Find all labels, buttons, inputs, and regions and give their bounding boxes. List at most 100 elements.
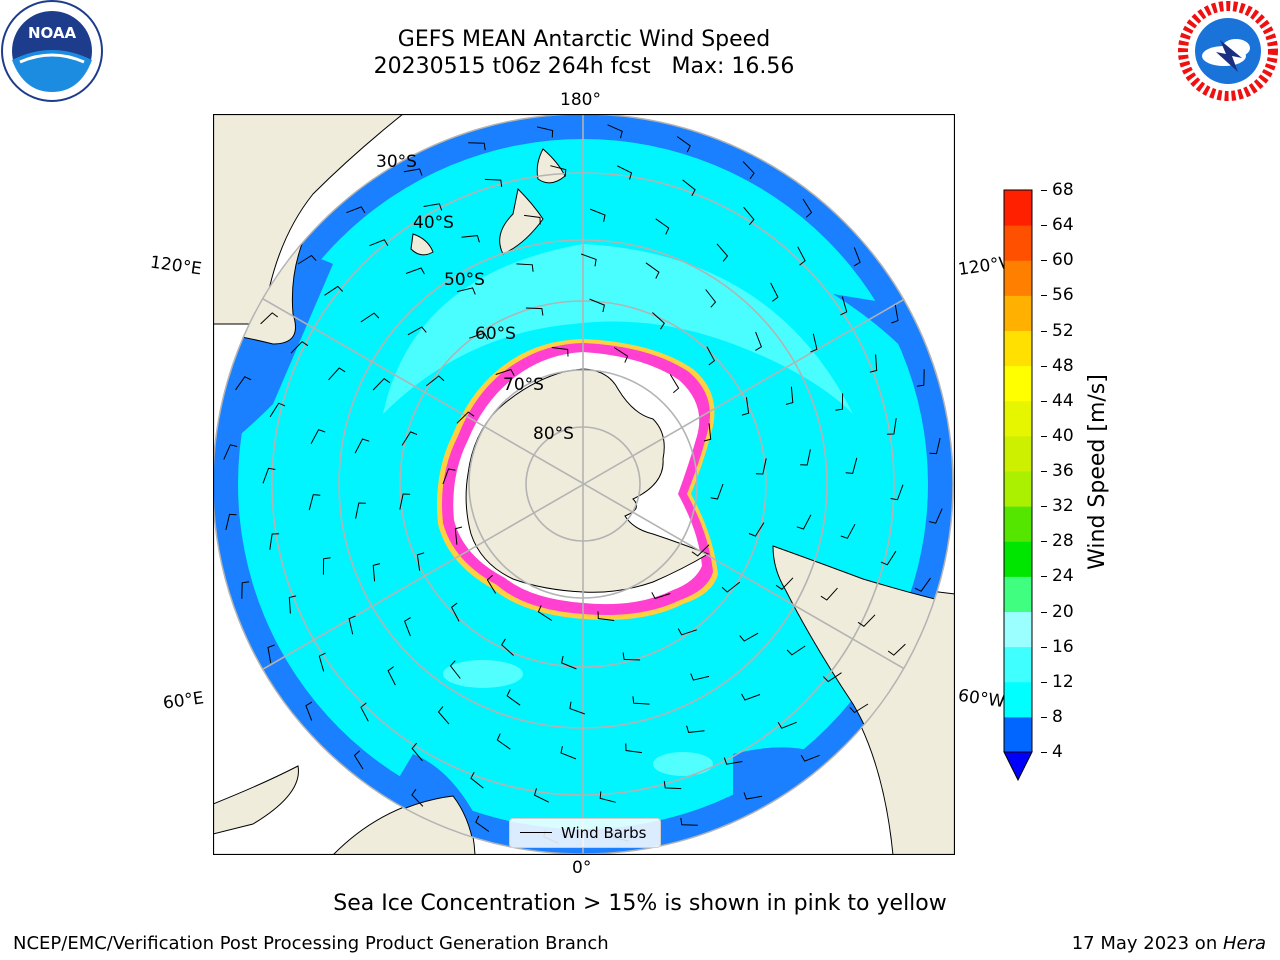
wind-barb — [716, 243, 729, 262]
wind-barb — [328, 367, 346, 381]
wind-barb — [290, 341, 309, 354]
wind-barb — [741, 693, 761, 701]
lon-label-60e: 60°E — [161, 688, 206, 714]
polar-map — [212, 113, 956, 856]
sea-ice-note: Sea Ice Concentration > 15% is shown in … — [333, 891, 947, 916]
wind-barb — [506, 689, 521, 706]
noaa-logo: NOAA — [0, 0, 104, 104]
wind-barb — [416, 552, 425, 571]
wind-barb — [706, 346, 716, 366]
svg-text:NOAA: NOAA — [28, 24, 77, 42]
wind-barb — [880, 550, 897, 566]
colorbar-segment — [1004, 225, 1032, 261]
wind-barb — [475, 815, 490, 832]
wind-barb — [857, 614, 876, 627]
wind-barb — [354, 438, 370, 454]
lon-label-60w: 60°W — [956, 685, 1007, 713]
land-tasmania — [410, 233, 434, 256]
wind-barb — [269, 533, 280, 550]
wind-barb — [501, 638, 514, 656]
wind-barb — [655, 218, 670, 235]
colorbar-segment — [1004, 646, 1032, 683]
wind-barb — [822, 672, 842, 683]
wind-barb — [310, 429, 326, 445]
colorbar-tick-mark — [1041, 611, 1047, 613]
wind-barb — [524, 214, 541, 225]
colorbar-tick-label: 8 — [1052, 706, 1063, 727]
colorbar-tick-label: 48 — [1052, 355, 1074, 376]
colorbar-tick-mark — [1041, 752, 1047, 753]
wind-barb — [297, 254, 317, 265]
colorbar-segment — [1004, 716, 1032, 753]
wind-barb — [346, 206, 366, 214]
wind-barb — [536, 126, 554, 138]
colorbar-tick-mark — [1041, 295, 1047, 297]
wind-barb — [387, 666, 396, 686]
colorbar-tick-mark — [1041, 506, 1047, 508]
wind-barb — [820, 587, 838, 601]
wind-barb — [551, 347, 569, 357]
wind-barb — [663, 780, 682, 790]
footer-credit: NCEP/EMC/Verification Post Processing Pr… — [13, 933, 609, 954]
colorbar-tick-label: 28 — [1052, 531, 1074, 552]
colorbar-tick-label: 20 — [1052, 601, 1074, 622]
wind-barb — [705, 289, 717, 308]
wind-barb — [755, 331, 763, 351]
colorbar-segment — [1004, 506, 1032, 542]
wind-barb — [743, 206, 755, 226]
lon-label-180: 180° — [560, 90, 601, 110]
colorbar-tick-label: 44 — [1052, 390, 1074, 411]
wind-barb — [651, 592, 671, 600]
wind-barb — [318, 652, 326, 672]
wind-barb — [537, 605, 553, 621]
wind-barb — [613, 347, 629, 363]
wind-barb — [597, 611, 615, 621]
wind-barb — [800, 754, 820, 762]
wind-barb — [853, 247, 861, 267]
colorbar-tick-mark — [1041, 541, 1047, 543]
legend-label: Wind Barbs — [561, 824, 647, 842]
wind-barb — [691, 544, 710, 557]
lat-label-50s: 50°S — [444, 270, 485, 290]
wind-barb — [225, 513, 237, 531]
wind-barb — [269, 402, 286, 418]
lon-label-0: 0° — [572, 858, 592, 878]
wind-barb — [887, 643, 906, 656]
wind-barb — [723, 757, 743, 765]
wind-barb — [676, 136, 691, 153]
wind-barb — [840, 296, 848, 316]
wind-barb — [469, 332, 489, 340]
wind-barb — [741, 397, 750, 416]
wind-barb — [680, 817, 698, 826]
wind-barb — [840, 523, 856, 539]
wind-barb — [849, 703, 869, 714]
colorbar-tick-label: 24 — [1052, 566, 1074, 587]
wind-barb — [423, 203, 443, 211]
wind-barb — [260, 312, 279, 325]
chart-subtitle: 20230515 t06z 264h fcst Max: 16.56 — [373, 54, 795, 79]
wind-barb — [267, 644, 275, 664]
wind-barb — [456, 287, 476, 295]
wind-barb — [450, 602, 460, 622]
colorbar-tick-mark — [1041, 681, 1047, 683]
wind-barb — [886, 418, 897, 435]
colorbar-tick-label: 32 — [1052, 496, 1074, 517]
colorbar-segment — [1004, 576, 1032, 612]
wind-barb — [550, 165, 567, 177]
wind-barb — [560, 746, 577, 760]
wind-barb — [411, 742, 423, 762]
wind-barb — [262, 467, 276, 484]
wind-barb — [411, 788, 424, 807]
wind-barb — [869, 354, 878, 373]
wind-barb — [677, 628, 697, 636]
wind-barbs — [223, 124, 943, 844]
colorbar-tick-mark — [1041, 225, 1047, 227]
colorbar-tick-mark — [1041, 646, 1047, 648]
wind-barb — [652, 312, 665, 330]
wind-barb — [305, 701, 313, 721]
colorbar-under-triangle — [1003, 751, 1033, 782]
colorbar-tick-label: 36 — [1052, 461, 1074, 481]
wind-barb — [288, 595, 297, 614]
graticule — [213, 114, 953, 854]
wind-barb — [802, 198, 813, 218]
